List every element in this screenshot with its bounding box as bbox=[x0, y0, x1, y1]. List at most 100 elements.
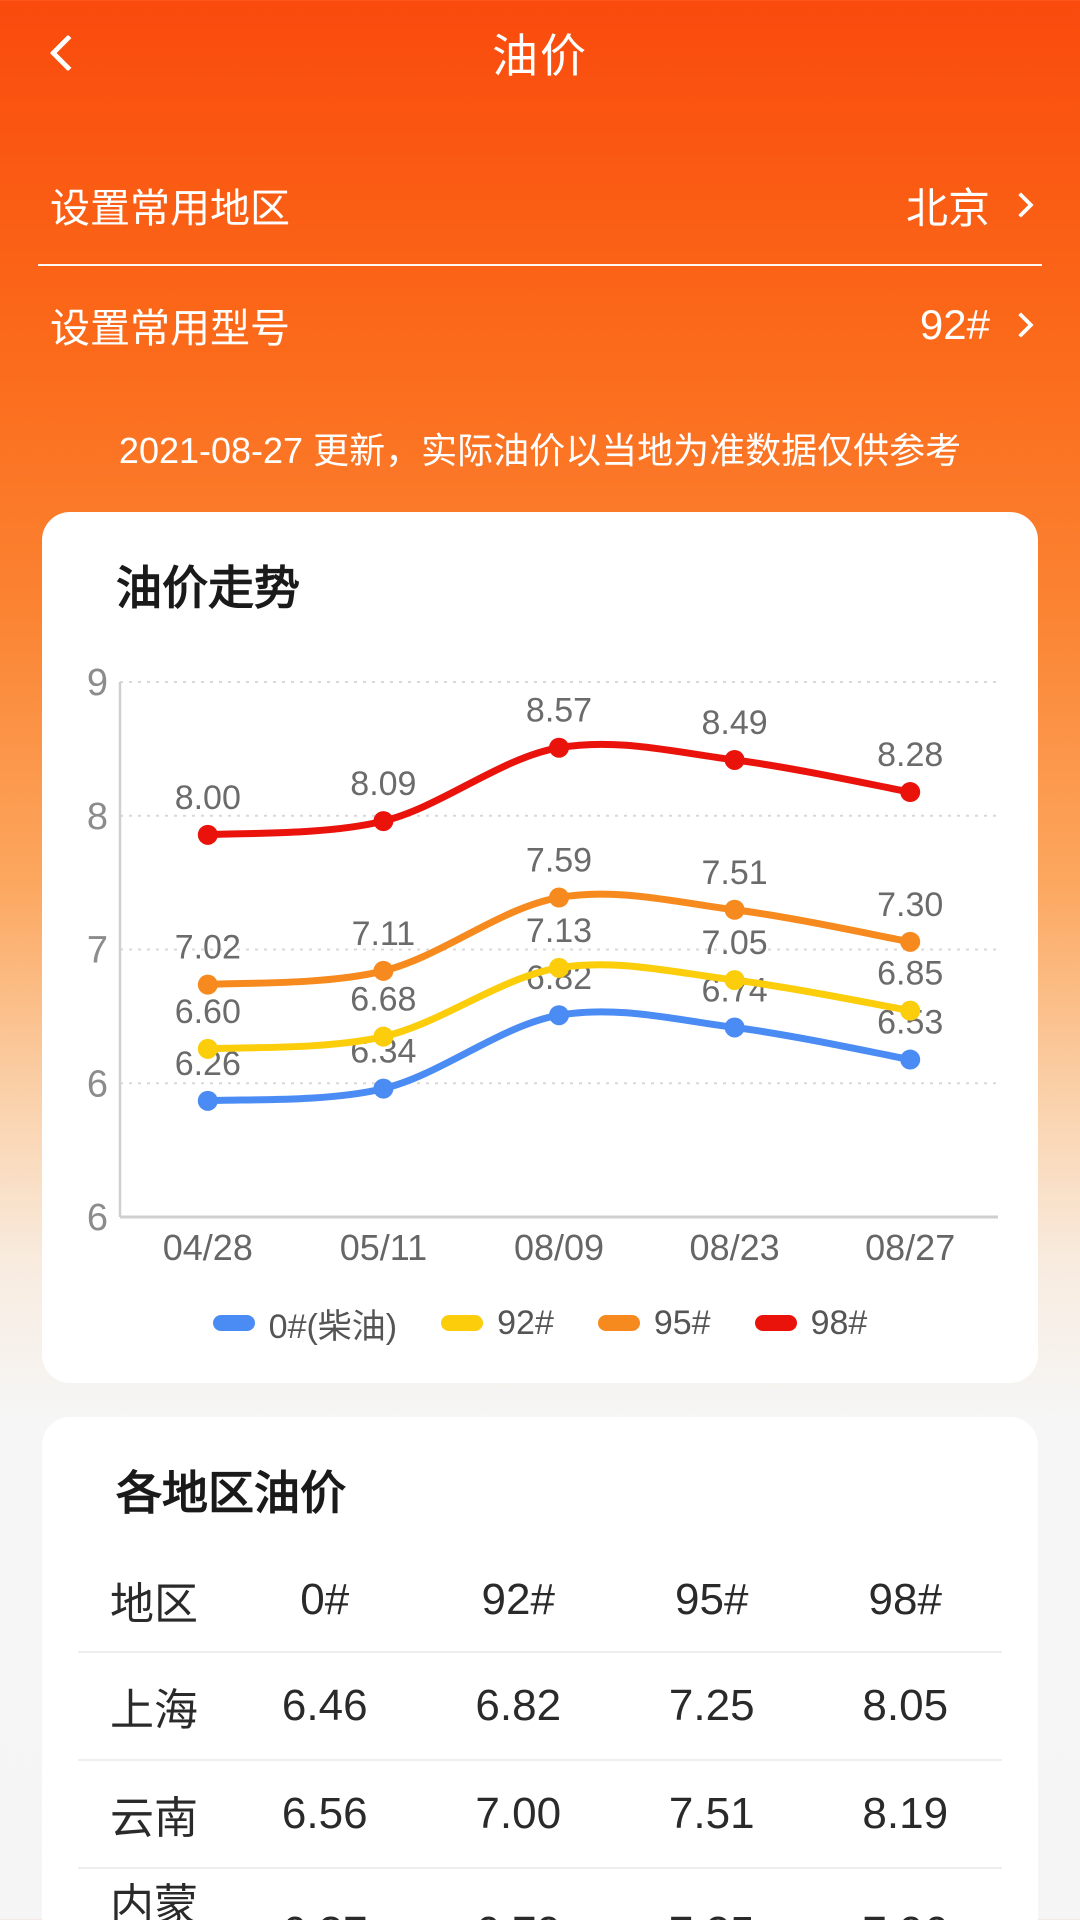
chevron-right-icon bbox=[1008, 192, 1034, 218]
chevron-left-icon bbox=[49, 34, 87, 72]
data-point bbox=[724, 749, 745, 770]
table-header-cell: 92# bbox=[481, 1575, 555, 1624]
data-point bbox=[373, 1026, 394, 1047]
data-point bbox=[549, 957, 569, 978]
legend-item-98#: 98# bbox=[754, 1304, 867, 1343]
data-point-label: 8.28 bbox=[877, 736, 943, 774]
region-prices-card: 各地区油价 地区 0# 92# 95# 98# 上海 6.46 6.82 7.25 8.05 云南 6… bbox=[42, 1417, 1038, 1920]
data-point bbox=[197, 1090, 218, 1111]
data-point bbox=[724, 1017, 745, 1038]
legend-item-95#: 95# bbox=[597, 1303, 711, 1343]
setting-model-value: 92# bbox=[919, 301, 990, 348]
table-row: 内蒙古 6.376.797.257.96 bbox=[78, 1869, 1002, 1920]
legend-swatch-icon bbox=[597, 1315, 640, 1331]
y-axis-label: 7 bbox=[87, 930, 108, 972]
price-cell: 7.00 bbox=[475, 1789, 562, 1838]
data-point-label: 7.30 bbox=[877, 886, 943, 924]
setting-region-label: 设置常用地区 bbox=[50, 187, 290, 231]
price-cell: 7.51 bbox=[668, 1789, 755, 1838]
data-point-label: 8.57 bbox=[526, 692, 592, 730]
price-cell: 7.96 bbox=[809, 1908, 1003, 1920]
table-row: 上海 6.46 6.82 7.25 8.05 bbox=[78, 1653, 1002, 1761]
data-point bbox=[900, 931, 921, 952]
divider bbox=[38, 264, 1042, 266]
data-point-label: 6.85 bbox=[877, 955, 943, 993]
data-point-label: 6.60 bbox=[175, 993, 241, 1031]
price-cell: 8.19 bbox=[862, 1789, 949, 1838]
data-point-label: 7.02 bbox=[175, 929, 241, 967]
table-header-cell: 0# bbox=[300, 1575, 350, 1624]
x-axis-label: 04/28 bbox=[163, 1227, 253, 1268]
data-point bbox=[900, 782, 921, 803]
data-point-label: 7.11 bbox=[352, 915, 416, 953]
data-point-label: 8.00 bbox=[175, 779, 241, 817]
data-point bbox=[373, 811, 394, 832]
price-cell: 6.46 bbox=[281, 1681, 368, 1730]
data-point bbox=[197, 824, 218, 845]
setting-row-region[interactable]: 设置常用地区 北京 bbox=[38, 146, 1042, 264]
legend-label: 92# bbox=[497, 1303, 554, 1342]
x-axis-label: 08/23 bbox=[690, 1227, 780, 1268]
setting-region-value: 北京 bbox=[905, 184, 990, 232]
y-axis-label: 8 bbox=[87, 796, 108, 838]
chart-legend: 0#(柴油) 92# 95# 98# bbox=[78, 1299, 1002, 1347]
data-point bbox=[900, 1049, 921, 1070]
legend-swatch-icon bbox=[441, 1315, 484, 1331]
nav-bar: 油价 bbox=[0, 0, 1080, 106]
data-point bbox=[549, 737, 569, 758]
data-point-label: 6.68 bbox=[350, 981, 416, 1019]
price-cell: 7.25 bbox=[668, 1681, 755, 1730]
region-name-cell: 云南 bbox=[110, 1794, 198, 1843]
table-row: 云南 6.56 7.00 7.51 8.19 bbox=[78, 1761, 1002, 1869]
line-chart: 9 8 7 6 6 04/28 05/11 08/09 08/23 08/27 6.26 6.34 6.… bbox=[78, 630, 1002, 1295]
setting-model-label: 设置常用型号 bbox=[50, 307, 290, 351]
series-line-98# bbox=[204, 740, 914, 839]
table-header-row: 地区 0# 92# 95# 98# bbox=[78, 1549, 1002, 1653]
y-axis-label: 6 bbox=[87, 1063, 108, 1105]
page-title: 油价 bbox=[492, 30, 588, 82]
legend-swatch-icon bbox=[212, 1315, 255, 1331]
setting-row-model[interactable]: 设置常用型号 92# bbox=[38, 266, 1042, 384]
data-point bbox=[373, 960, 394, 981]
legend-label: 95# bbox=[653, 1303, 711, 1342]
data-point-label: 7.59 bbox=[526, 842, 592, 880]
data-point bbox=[373, 1078, 394, 1099]
price-cell: 6.79 bbox=[422, 1908, 616, 1920]
data-point bbox=[549, 887, 569, 908]
data-point bbox=[724, 899, 745, 920]
y-axis-label: 6 bbox=[87, 1197, 108, 1239]
table-header-cell: 98# bbox=[868, 1575, 942, 1624]
data-point-label: 8.09 bbox=[350, 765, 416, 803]
back-button[interactable] bbox=[46, 31, 90, 75]
x-axis-label: 08/09 bbox=[514, 1227, 604, 1268]
data-point-label: 7.51 bbox=[702, 854, 768, 892]
legend-label: 0#(柴油) bbox=[268, 1307, 398, 1346]
table-header-cell: 95# bbox=[675, 1575, 749, 1624]
data-point bbox=[900, 1000, 921, 1021]
trend-card-title: 油价走势 bbox=[116, 562, 300, 614]
region-card-title: 各地区油价 bbox=[116, 1467, 346, 1519]
trend-card: 油价走势 9 8 7 6 6 04/28 05/11 08/09 08/23 08/27 6.26 6… bbox=[42, 512, 1038, 1383]
price-cell: 6.56 bbox=[281, 1789, 368, 1838]
legend-item-92#: 92# bbox=[441, 1304, 554, 1343]
region-name-cell: 内蒙古 bbox=[110, 1881, 198, 1920]
price-cell: 6.37 bbox=[228, 1908, 422, 1920]
data-point bbox=[549, 1005, 569, 1026]
table-header-cell: 地区 bbox=[110, 1580, 198, 1629]
x-axis-label: 05/11 bbox=[340, 1227, 427, 1268]
legend-item-0#(柴油): 0#(柴油) bbox=[212, 1299, 398, 1348]
settings-section: 设置常用地区 北京 设置常用型号 92# bbox=[38, 106, 1042, 384]
data-point-label: 7.05 bbox=[702, 924, 768, 962]
region-name-cell: 上海 bbox=[110, 1686, 198, 1735]
data-point-label: 7.13 bbox=[526, 912, 592, 950]
legend-swatch-icon bbox=[754, 1315, 797, 1331]
price-cell: 7.25 bbox=[615, 1908, 809, 1920]
data-point bbox=[724, 970, 745, 991]
update-notice: 2021-08-27 更新，实际油价以当地为准数据仅供参考 bbox=[118, 430, 962, 471]
x-axis-label: 08/27 bbox=[865, 1227, 955, 1268]
price-cell: 6.82 bbox=[475, 1681, 562, 1730]
data-point-label: 8.49 bbox=[702, 704, 768, 742]
data-point bbox=[197, 974, 218, 995]
y-axis-label: 9 bbox=[87, 662, 108, 704]
